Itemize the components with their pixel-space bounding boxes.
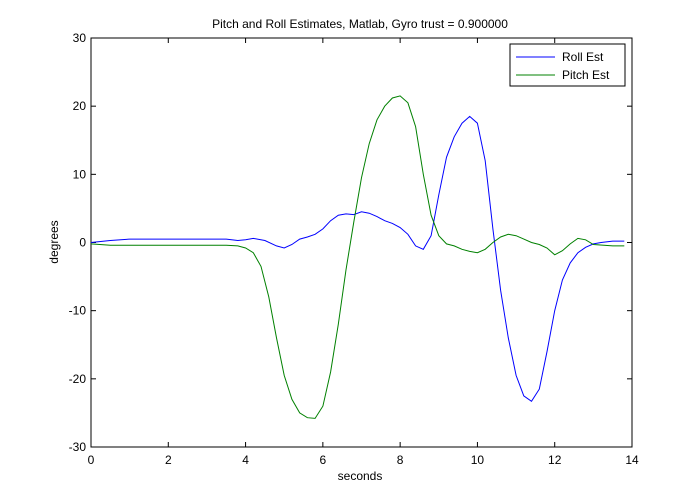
x-axis: 0 2 4 6 8 10 12 14: [88, 38, 639, 467]
y-axis-label: degrees: [47, 220, 61, 263]
x-tick-label: 8: [397, 453, 404, 467]
x-tick-label: 12: [548, 453, 562, 467]
legend: Roll Est Pitch Est: [509, 43, 626, 87]
y-tick-label: -30: [69, 440, 87, 454]
series-line-1: [90, 95, 625, 419]
chart-title: Pitch and Roll Estimates, Matlab, Gyro t…: [212, 17, 508, 31]
y-tick-label: 0: [79, 236, 86, 250]
x-tick-label: 6: [320, 453, 327, 467]
y-tick-label: 30: [73, 31, 87, 45]
series-line-0: [90, 115, 625, 403]
y-tick-label: -20: [69, 372, 87, 386]
series-lines: [90, 95, 625, 419]
x-axis-label: seconds: [338, 469, 383, 483]
x-tick-label: 4: [242, 453, 249, 467]
y-tick-label: 20: [73, 99, 87, 113]
legend-entry: Roll Est: [562, 50, 604, 64]
plot-area: [90, 37, 633, 448]
x-tick-label: 0: [88, 453, 95, 467]
y-tick-label: 10: [73, 167, 87, 181]
legend-box: [509, 43, 626, 87]
y-axis: -30 -20 -10 0 10 20 30: [69, 31, 632, 454]
legend-entry: Pitch Est: [562, 68, 610, 82]
y-tick-label: -10: [69, 304, 87, 318]
x-tick-label: 14: [625, 453, 639, 467]
x-tick-label: 2: [165, 453, 172, 467]
x-tick-label: 10: [471, 453, 485, 467]
